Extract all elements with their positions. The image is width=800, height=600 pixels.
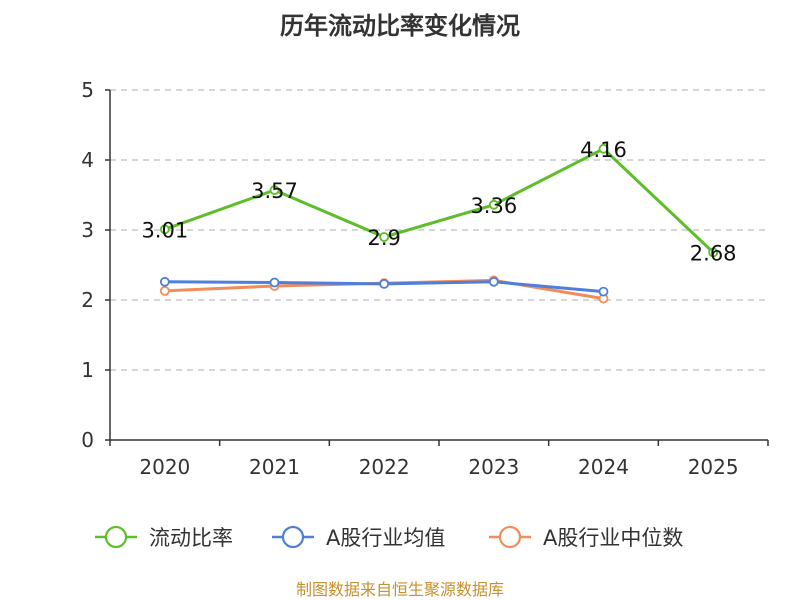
legend-swatch-marker [498, 525, 522, 549]
axes: 0 1 2 3 4 5 2020 2021 2022 2023 2024 2025 [81, 78, 769, 479]
legend-label: 流动比率 [149, 526, 233, 550]
x-tick-label: 2024 [578, 455, 629, 479]
y-tick-label: 2 [81, 288, 94, 312]
x-tick-label: 2020 [139, 455, 190, 479]
data-labels: 3.01 3.57 2.9 3.36 4.16 2.68 [141, 138, 736, 266]
data-point [379, 232, 390, 242]
data-point [708, 247, 719, 258]
x-tick-label: 2025 [688, 455, 739, 479]
y-tick-label: 5 [81, 78, 94, 102]
y-tick-label: 1 [81, 358, 94, 382]
data-label: 2.68 [690, 241, 737, 265]
x-tick-label: 2022 [359, 455, 410, 479]
data-label: 3.36 [470, 194, 517, 218]
legend-swatch-marker [104, 525, 128, 549]
legend-swatch-marker [281, 525, 305, 549]
data-label: 2.9 [367, 226, 400, 250]
x-tick-label: 2023 [468, 455, 519, 479]
data-label: 4.16 [580, 138, 627, 162]
data-point [159, 285, 170, 296]
data-label: 3.01 [141, 218, 188, 242]
chart-title: 历年流动比率变化情况 [280, 12, 520, 40]
data-label: 3.57 [251, 179, 298, 203]
data-point [159, 224, 170, 235]
data-point [488, 276, 499, 287]
series-line-0 [163, 147, 715, 254]
y-tick-label: 4 [81, 148, 94, 172]
legend: 流动比率 A股行业均值 A股行业中位数 [95, 525, 683, 550]
data-point [269, 185, 280, 196]
y-tick-label: 0 [81, 428, 94, 452]
legend-label: A股行业均值 [326, 526, 445, 550]
data-point [488, 199, 499, 210]
series [159, 143, 719, 304]
y-tick-label: 3 [81, 218, 94, 242]
data-point [598, 143, 609, 154]
legend-label: A股行业中位数 [543, 526, 683, 550]
x-tick-label: 2021 [249, 455, 300, 479]
source-note: 制图数据来自恒生聚源数据库 [296, 580, 504, 599]
data-point [379, 278, 390, 289]
data-point [598, 286, 609, 297]
data-point [159, 276, 170, 287]
data-point [269, 277, 280, 288]
grid [110, 89, 768, 371]
